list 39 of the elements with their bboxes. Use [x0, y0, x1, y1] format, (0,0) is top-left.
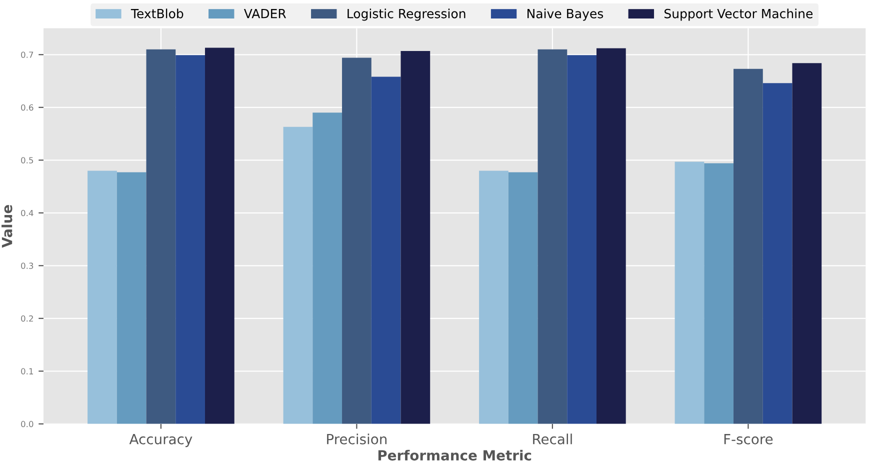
- bar: [567, 55, 596, 424]
- bar: [762, 83, 792, 424]
- y-tick-label: 0.7: [21, 52, 34, 58]
- bar: [704, 163, 734, 424]
- y-axis-title: Value: [2, 205, 12, 248]
- x-axis-title: Performance Metric: [378, 450, 532, 461]
- bar: [116, 172, 146, 424]
- y-tick-label: 0.0: [21, 420, 34, 428]
- legend-label: VADER: [244, 9, 286, 18]
- legend-label: Support Vector Machine: [664, 8, 813, 21]
- legend-label: Naive Bayes: [528, 8, 604, 21]
- legend-label: TextBlob: [130, 8, 184, 18]
- y-tick-label: 0.5: [21, 157, 34, 164]
- bar: [146, 49, 176, 424]
- bar: [674, 162, 704, 424]
- x-tick-label: Recall: [533, 434, 572, 444]
- y-tick-label: 0.1: [21, 368, 34, 374]
- bar: [176, 55, 205, 424]
- bar: [371, 76, 401, 424]
- bar: [342, 58, 372, 424]
- x-tick-label: Accuracy: [129, 434, 192, 448]
- bar: [400, 50, 430, 424]
- bar: [508, 172, 538, 424]
- x-tick-label: F-score: [724, 434, 773, 444]
- bar: [204, 48, 234, 424]
- legend-label: Logistic Regression: [348, 8, 466, 21]
- bar: [479, 170, 508, 424]
- bar: [283, 126, 313, 424]
- y-tick-label: 0.4: [21, 210, 34, 216]
- y-tick-label: 0.6: [21, 104, 34, 111]
- bar: [312, 112, 342, 424]
- bar: [734, 68, 763, 424]
- x-tick-label: Precision: [327, 434, 387, 444]
- bar: [792, 63, 822, 424]
- bar: [538, 49, 568, 424]
- bar: [88, 170, 117, 424]
- y-tick-label: 0.3: [21, 262, 34, 269]
- bar: [596, 48, 626, 424]
- y-tick-label: 0.2: [21, 315, 33, 322]
